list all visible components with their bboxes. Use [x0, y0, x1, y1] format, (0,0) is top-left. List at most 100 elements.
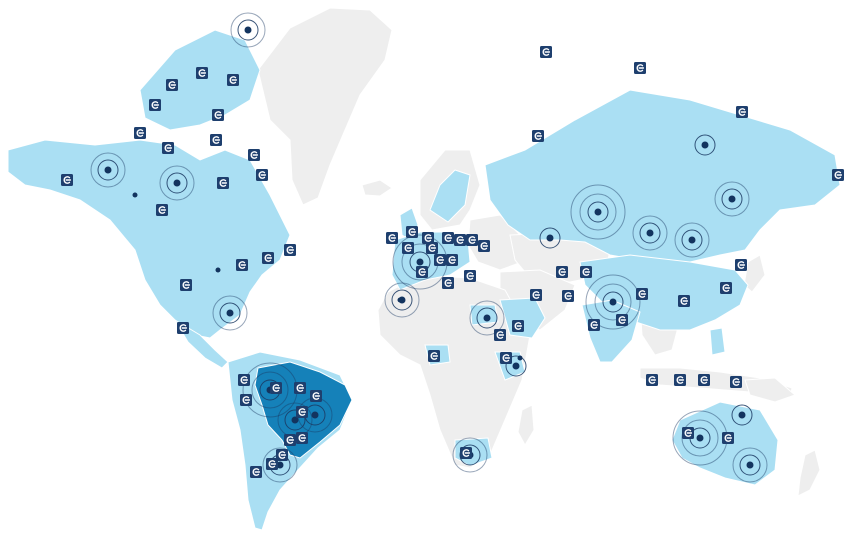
- cloud-region-icon[interactable]: [735, 259, 747, 271]
- activity-marker[interactable]: [731, 404, 753, 426]
- pulse-ring-icon: [476, 307, 498, 329]
- cloud-region-icon[interactable]: [406, 226, 418, 238]
- cloud-region-icon[interactable]: [416, 266, 428, 278]
- cloud-region-icon[interactable]: [250, 466, 262, 478]
- iceland: [361, 179, 393, 197]
- cloud-region-icon[interactable]: [698, 374, 710, 386]
- cloud-region-icon[interactable]: [460, 447, 472, 459]
- activity-marker[interactable]: [505, 355, 527, 377]
- cloud-region-icon[interactable]: [722, 432, 734, 444]
- cloud-region-icon[interactable]: [284, 244, 296, 256]
- activity-marker[interactable]: [694, 134, 716, 156]
- activity-marker[interactable]: [132, 192, 138, 198]
- cloud-region-icon[interactable]: [646, 374, 658, 386]
- cloud-region-icon[interactable]: [402, 242, 414, 254]
- cloud-region-icon[interactable]: [464, 270, 476, 282]
- activity-marker[interactable]: [469, 300, 505, 336]
- activity-marker[interactable]: [714, 181, 750, 217]
- cloud-region-icon[interactable]: [616, 314, 628, 326]
- activity-marker[interactable]: [215, 267, 221, 273]
- pulse-ring-icon: [639, 222, 661, 244]
- cloud-region-icon[interactable]: [426, 242, 438, 254]
- cloud-region-icon[interactable]: [262, 252, 274, 264]
- cloud-region-icon[interactable]: [434, 254, 446, 266]
- cloud-region-icon[interactable]: [730, 376, 742, 388]
- cloud-region-icon[interactable]: [256, 169, 268, 181]
- cloud-region-icon[interactable]: [720, 282, 732, 294]
- cloud-region-icon[interactable]: [512, 320, 524, 332]
- cloud-region-icon[interactable]: [240, 394, 252, 406]
- cloud-region-icon[interactable]: [580, 266, 592, 278]
- cloud-region-icon[interactable]: [210, 134, 222, 146]
- cloud-region-icon[interactable]: [236, 259, 248, 271]
- cloud-region-icon[interactable]: [296, 432, 308, 444]
- cloud-region-icon[interactable]: [212, 109, 224, 121]
- north-america: [7, 139, 291, 339]
- badge-glyph: [444, 234, 453, 242]
- activity-marker[interactable]: [384, 282, 420, 318]
- badge-glyph: [418, 268, 427, 276]
- activity-marker[interactable]: [674, 222, 710, 258]
- cloud-region-icon[interactable]: [248, 149, 260, 161]
- activity-marker[interactable]: [397, 297, 403, 303]
- cloud-region-icon[interactable]: [736, 106, 748, 118]
- cloud-region-icon[interactable]: [678, 295, 690, 307]
- cloud-region-icon[interactable]: [478, 240, 490, 252]
- cloud-region-icon[interactable]: [556, 266, 568, 278]
- cloud-region-icon[interactable]: [310, 390, 322, 402]
- cloud-region-icon[interactable]: [156, 204, 168, 216]
- cloud-region-icon[interactable]: [634, 62, 646, 74]
- cloud-region-icon[interactable]: [149, 99, 161, 111]
- activity-marker[interactable]: [732, 447, 768, 483]
- badge-glyph: [250, 151, 259, 159]
- cloud-region-icon[interactable]: [284, 434, 296, 446]
- cloud-region-icon[interactable]: [386, 232, 398, 244]
- cloud-region-icon[interactable]: [238, 374, 250, 386]
- cloud-region-icon[interactable]: [266, 458, 278, 470]
- cloud-region-icon[interactable]: [466, 234, 478, 246]
- cloud-region-icon[interactable]: [276, 449, 288, 461]
- cloud-region-icon[interactable]: [428, 350, 440, 362]
- cloud-region-icon[interactable]: [832, 169, 844, 181]
- pulse-ring-icon: [505, 355, 527, 377]
- activity-marker[interactable]: [539, 227, 561, 249]
- cloud-region-icon[interactable]: [180, 279, 192, 291]
- cloud-region-icon[interactable]: [682, 427, 694, 439]
- cloud-region-icon[interactable]: [422, 232, 434, 244]
- cloud-region-icon[interactable]: [217, 177, 229, 189]
- pulse-ring-icon: [594, 283, 632, 321]
- cloud-region-icon[interactable]: [294, 382, 306, 394]
- badge-glyph: [582, 268, 591, 276]
- cloud-region-icon[interactable]: [270, 382, 282, 394]
- cloud-region-icon[interactable]: [296, 406, 308, 418]
- cloud-region-icon[interactable]: [532, 130, 544, 142]
- cloud-region-icon[interactable]: [562, 290, 574, 302]
- cloud-region-icon[interactable]: [446, 254, 458, 266]
- activity-marker[interactable]: [517, 355, 523, 361]
- activity-marker[interactable]: [585, 274, 641, 330]
- pulse-ring-icon: [284, 409, 306, 431]
- cloud-region-icon[interactable]: [134, 127, 146, 139]
- cloud-region-icon[interactable]: [674, 374, 686, 386]
- cloud-region-icon[interactable]: [227, 74, 239, 86]
- cloud-region-icon[interactable]: [588, 319, 600, 331]
- cloud-region-icon[interactable]: [442, 277, 454, 289]
- activity-marker[interactable]: [90, 152, 126, 188]
- cloud-region-icon[interactable]: [540, 46, 552, 58]
- activity-marker[interactable]: [632, 215, 668, 251]
- cloud-region-icon[interactable]: [442, 232, 454, 244]
- cloud-region-icon[interactable]: [494, 329, 506, 341]
- activity-marker[interactable]: [570, 184, 626, 240]
- activity-marker[interactable]: [230, 12, 266, 48]
- activity-marker[interactable]: [212, 295, 248, 331]
- cloud-region-icon[interactable]: [530, 289, 542, 301]
- cloud-region-icon[interactable]: [196, 67, 208, 79]
- cloud-region-icon[interactable]: [166, 79, 178, 91]
- cloud-region-icon[interactable]: [162, 142, 174, 154]
- cloud-region-icon[interactable]: [177, 322, 189, 334]
- cloud-region-icon[interactable]: [500, 352, 512, 364]
- cloud-region-icon[interactable]: [636, 288, 648, 300]
- cloud-region-icon[interactable]: [61, 174, 73, 186]
- cloud-region-icon[interactable]: [454, 234, 466, 246]
- activity-marker[interactable]: [159, 165, 195, 201]
